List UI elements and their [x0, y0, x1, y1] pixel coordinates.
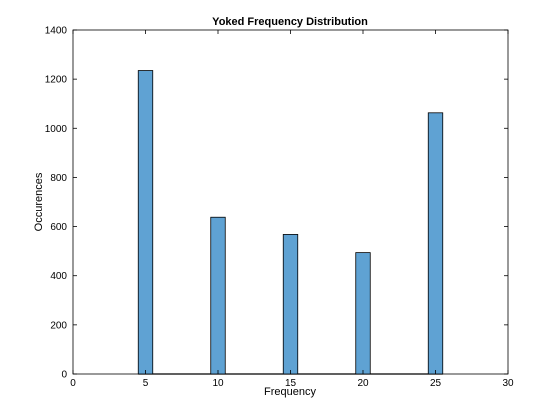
x-tick-label: 25: [430, 378, 442, 389]
histogram-bar-10: [211, 217, 226, 374]
chart-title: Yoked Frequency Distribution: [212, 16, 368, 28]
y-axis-label: Occurences: [33, 172, 45, 231]
y-tick-label: 1200: [45, 75, 68, 86]
y-tick-label: 0: [61, 370, 67, 381]
y-tick-label: 800: [50, 173, 67, 184]
bars-layer: [138, 71, 443, 374]
x-tick-label: 30: [502, 378, 514, 389]
x-tick-label: 5: [143, 378, 149, 389]
y-tick-label: 200: [50, 320, 67, 331]
histogram-bar-15: [283, 234, 298, 374]
y-tick-label: 1000: [45, 124, 68, 135]
x-tick-label: 0: [70, 378, 76, 389]
y-tick-label: 400: [50, 271, 67, 282]
histogram-bar-25: [428, 113, 443, 374]
histogram-bar-20: [356, 253, 371, 374]
x-tick-label: 10: [212, 378, 224, 389]
x-tick-label: 20: [357, 378, 369, 389]
x-axis-label: Frequency: [264, 386, 316, 398]
y-tick-label: 600: [50, 222, 67, 233]
y-tick-label: 1400: [45, 26, 68, 37]
histogram-bar-5: [138, 71, 153, 374]
